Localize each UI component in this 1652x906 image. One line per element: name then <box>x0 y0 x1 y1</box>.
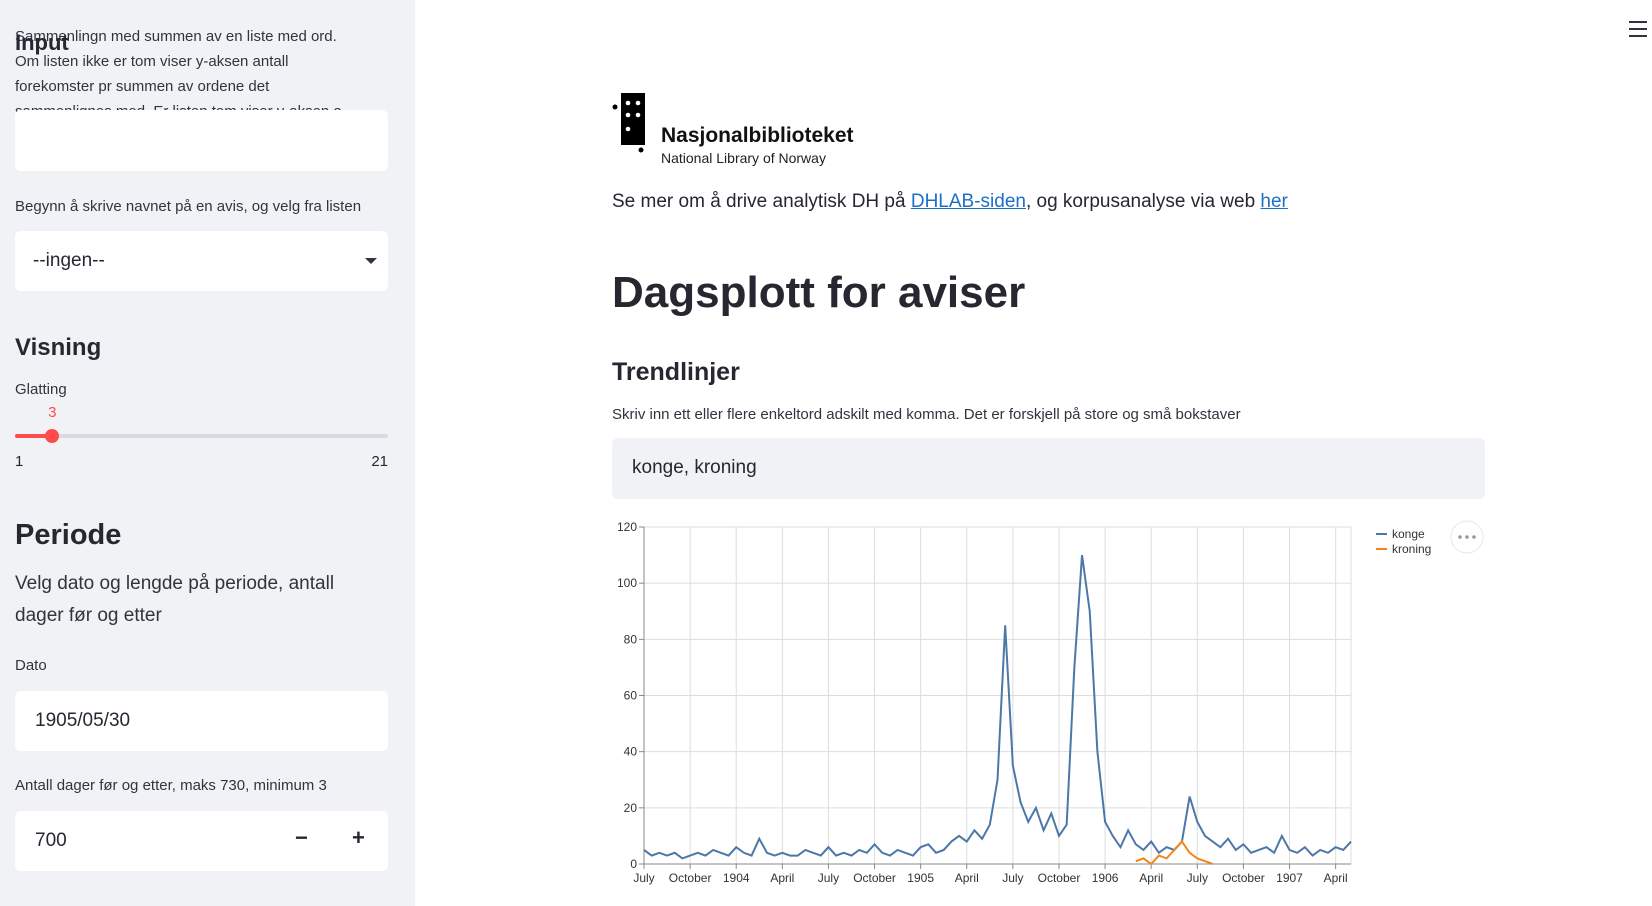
menu-icon[interactable] <box>1628 20 1648 38</box>
minus-button[interactable]: − <box>295 825 308 850</box>
x-tick-label: July <box>633 871 654 885</box>
number-input[interactable]: 700 − + <box>15 811 388 871</box>
x-tick-label: July <box>1002 871 1023 885</box>
slider-thumb[interactable] <box>45 429 60 443</box>
y-tick-label: 40 <box>624 745 638 759</box>
dato-label: Dato <box>15 657 47 674</box>
glatting-label: Glatting <box>15 381 67 398</box>
x-tick-label: 1905 <box>907 871 934 885</box>
logo: Nasjonalbiblioteket National Library of … <box>611 93 871 168</box>
logo-subtitle: National Library of Norway <box>661 150 826 166</box>
x-tick-label: April <box>1324 871 1348 885</box>
y-tick-label: 100 <box>617 576 637 590</box>
date-value: 1905/05/30 <box>35 710 131 731</box>
visning-title: Visning <box>15 334 102 361</box>
series-line <box>643 554 1352 860</box>
slider[interactable]: 3 1 21 <box>15 400 388 474</box>
x-tick-label: 1907 <box>1276 871 1303 885</box>
x-tick-label: July <box>1187 871 1208 885</box>
slider-min: 1 <box>15 453 24 470</box>
chart: 0 20 40 60 80 100 120 July October 1904 April July O… <box>617 520 1484 885</box>
sidebar: Sammenlingn med summen av en liste med o… <box>0 0 415 906</box>
dhlab-link[interactable]: DHLAB-siden <box>910 191 1026 212</box>
logo-name: Nasjonalbiblioteket <box>661 124 854 147</box>
chart-menu-dots <box>1458 535 1476 539</box>
intro-before: Se mer om å drive analytisk DH på <box>612 191 911 212</box>
slider-max: 21 <box>371 453 388 470</box>
x-tick-label: July <box>818 871 839 885</box>
dager-label: Antall dager før og etter, maks 730, min… <box>15 777 327 794</box>
input-title: Input <box>15 30 69 55</box>
slider-value: 3 <box>48 404 57 421</box>
x-tick-label: October <box>1222 871 1265 885</box>
legend-label: konge <box>1392 527 1425 541</box>
y-tick-label: 0 <box>630 857 637 871</box>
slider-track <box>15 434 388 438</box>
intro-middle: , og korpusanalyse via web <box>1025 191 1261 212</box>
x-tick-label: April <box>770 871 794 885</box>
y-tick-label: 60 <box>624 689 638 703</box>
dropdown-arrow <box>365 258 377 264</box>
avis-select[interactable]: --ingen-- <box>15 231 388 291</box>
words-value: konge, kroning <box>632 457 757 478</box>
her-link[interactable]: her <box>1260 191 1288 212</box>
legend-label: kroning <box>1392 542 1431 556</box>
words-input[interactable]: konge, kroning <box>612 438 1485 499</box>
x-tick-label: October <box>1038 871 1081 885</box>
y-tick-label: 80 <box>624 632 638 646</box>
y-tick-label: 120 <box>617 520 637 534</box>
x-tick-label: October <box>669 871 712 885</box>
x-tick-label: October <box>853 871 896 885</box>
y-tick-label: 20 <box>624 801 638 815</box>
select-value: --ingen-- <box>33 250 105 271</box>
section-title: Trendlinjer <box>612 358 740 386</box>
text-input[interactable] <box>15 110 388 171</box>
date-input[interactable]: 1905/05/30 <box>15 691 388 751</box>
periode-title: Periode <box>15 519 122 551</box>
page-title: Dagsplott for aviser <box>612 268 1026 317</box>
logo-mark <box>612 93 645 153</box>
avis-label: Begynn å skrive navnet på en avis, og ve… <box>15 198 362 215</box>
x-tick-label: 1906 <box>1092 871 1119 885</box>
words-label: Skriv inn ett eller flere enkeltord adsk… <box>612 406 1241 423</box>
x-tick-label: April <box>955 871 979 885</box>
intro-text: Se mer om å drive analytisk DH på DHLAB-… <box>612 190 1288 214</box>
x-tick-label: April <box>1139 871 1163 885</box>
slider-fill <box>15 434 53 438</box>
x-tick-label: 1904 <box>723 871 750 885</box>
series-line <box>1135 839 1214 866</box>
number-value: 700 <box>35 830 67 851</box>
plus-button[interactable]: + <box>352 825 365 850</box>
periode-text: Velg dato og lengde på periode, antall d… <box>15 573 335 626</box>
